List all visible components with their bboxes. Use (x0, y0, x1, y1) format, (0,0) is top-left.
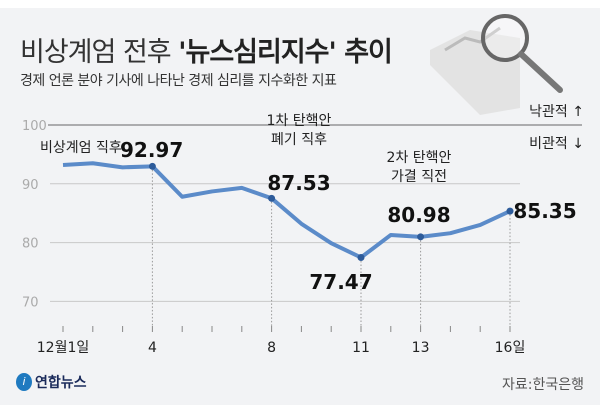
chart-title: 비상계엄 전후 '뉴스심리지수' 추이 (20, 30, 393, 69)
series-line (62, 161, 511, 260)
annotation-note: 비상계엄 직후 (40, 140, 122, 156)
title-light: 비상계엄 전후 (20, 37, 172, 68)
optimistic-label: 낙관적 ↑ (529, 104, 584, 120)
chart-subtitle: 경제 언론 분야 기사에 나타난 경제 심리를 지수화한 지표 (20, 73, 337, 89)
highlight-point (268, 194, 276, 202)
y-tick-label: 90 (22, 178, 39, 193)
data-label: 87.53 (267, 171, 330, 195)
x-tick-label: 11 (352, 340, 370, 356)
highlight-point (357, 253, 365, 261)
x-tick-label: 13 (412, 340, 430, 356)
x-tick-label: 16일 (495, 340, 526, 356)
title-bold: '뉴스심리지수' 추이 (178, 37, 393, 68)
logo-text: 연합뉴스 (35, 375, 87, 391)
annotation-note: 2차 탄핵안 (387, 150, 452, 166)
top-strip (0, 0, 600, 8)
annotation-note: 폐기 직후 (271, 132, 327, 148)
highlight-point (417, 233, 425, 241)
x-tick-label: 8 (267, 340, 276, 356)
magnifier-illustration (430, 14, 563, 115)
x-tick-label: 4 (148, 340, 157, 356)
y-tick-label: 80 (22, 237, 39, 252)
y-tick-label: 100 (22, 119, 47, 134)
data-label: 92.97 (120, 138, 183, 162)
data-label: 77.47 (309, 270, 372, 294)
annotation-note: 가결 직전 (391, 169, 447, 185)
annotation-note: 1차 탄핵안 (267, 113, 332, 129)
source-note: 자료:한국은행 (502, 377, 584, 393)
pessimistic-label: 비관적 ↓ (529, 136, 584, 152)
highlight-point (148, 162, 156, 170)
data-label: 80.98 (387, 203, 450, 227)
data-label: 85.35 (513, 199, 576, 223)
y-tick-label: 70 (22, 295, 39, 310)
logo-icon: i (16, 373, 32, 391)
x-tick-label: 12월1일 (37, 340, 89, 356)
highlight-point (506, 207, 514, 215)
yonhap-logo: i 연합뉴스 (16, 372, 87, 392)
